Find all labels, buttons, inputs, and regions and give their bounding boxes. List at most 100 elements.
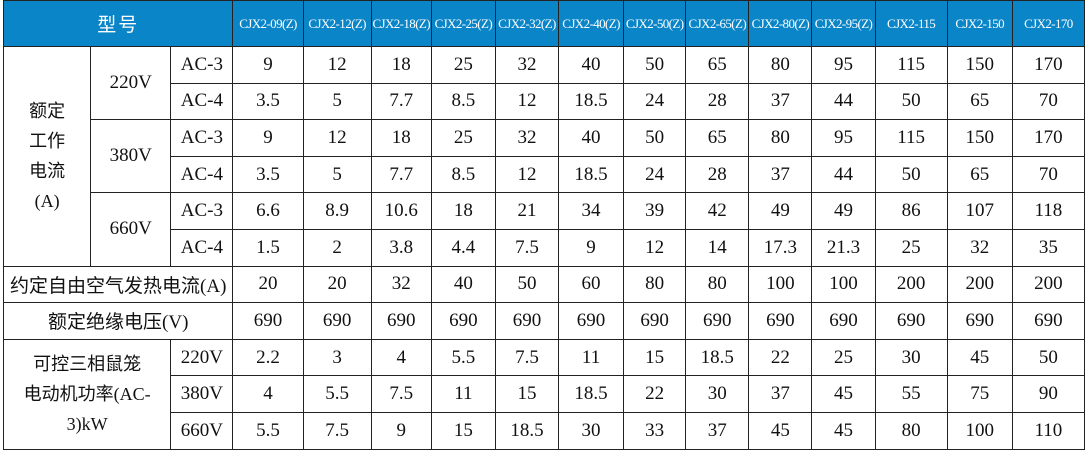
value-cell: 42 <box>685 192 750 230</box>
value-cell: 50 <box>1011 338 1086 377</box>
value-cell: 33 <box>623 411 687 450</box>
value-cell: 95 <box>811 119 876 157</box>
value-cell: 24 <box>623 82 687 121</box>
value-cell: 9 <box>370 411 432 450</box>
value-cell: 690 <box>557 302 625 340</box>
value-cell: 690 <box>685 302 750 340</box>
value-cell: 18 <box>430 192 496 230</box>
value-cell: 7.7 <box>370 155 432 194</box>
value-cell: 690 <box>370 302 432 340</box>
value-cell: 45 <box>811 375 876 413</box>
value-cell: 14 <box>685 228 750 267</box>
model-column-header: CJX2-40(Z) <box>557 0 625 47</box>
voltage-cell: 660V <box>170 411 234 450</box>
model-column-header: CJX2-95(Z) <box>811 0 876 47</box>
value-cell: 80 <box>748 119 813 157</box>
value-cell: 12 <box>623 228 687 267</box>
model-column-header: CJX2-150 <box>946 0 1013 47</box>
category-cell: AC-4 <box>170 155 234 194</box>
value-cell: 25 <box>430 46 496 84</box>
value-cell: 3 <box>302 338 372 377</box>
value-cell: 45 <box>811 411 876 450</box>
value-cell: 86 <box>874 192 948 230</box>
table-row: 可控三相鼠笼 电动机功率(AC-3)kW 220V 2.2 3 4 5.5 7.5 11 15 18… <box>2 338 1086 450</box>
value-cell: 39 <box>623 192 687 230</box>
value-cell: 49 <box>748 192 813 230</box>
value-cell: 5 <box>302 82 372 121</box>
value-cell: 18.5 <box>557 375 625 413</box>
label-line: 电动机功率(AC-3)kW <box>23 384 151 435</box>
table-row: 380V 4 5.5 7.5 11 15 18.5 22 30 37 45 55 75 90 <box>4 375 1086 413</box>
table-row: AC-4 3.5 5 7.7 8.5 12 18.5 24 28 37 44 50 65 70 <box>4 155 1086 194</box>
value-cell: 1.5 <box>232 228 304 267</box>
value-cell: 690 <box>1011 302 1086 340</box>
value-cell: 118 <box>1011 192 1086 230</box>
label-line: 电流 <box>29 161 66 182</box>
label-line: 可控三相鼠笼 <box>33 354 142 375</box>
value-cell: 9 <box>232 46 304 84</box>
table-row: AC-4 1.5 2 3.8 4.4 7.5 9 12 14 17.3 21.3 25 32 35 <box>4 228 1086 267</box>
value-cell: 5.5 <box>232 411 304 450</box>
value-cell: 115 <box>874 46 948 84</box>
value-cell: 8.5 <box>430 82 496 121</box>
value-cell: 690 <box>946 302 1013 340</box>
value-cell: 28 <box>685 155 750 194</box>
value-cell: 44 <box>811 155 876 194</box>
category-cell: AC-4 <box>170 228 234 267</box>
value-cell: 34 <box>557 192 625 230</box>
value-cell: 35 <box>1011 228 1086 267</box>
value-cell: 200 <box>874 265 948 304</box>
value-cell: 4.4 <box>430 228 496 267</box>
value-cell: 25 <box>430 119 496 157</box>
table-row: 约定自由空气发热电流(A) 20 20 32 40 50 60 80 80 100 100 200 20… <box>2 265 1086 304</box>
label-line: 工作 <box>29 131 66 152</box>
voltage-cell: 660V <box>90 192 172 267</box>
value-cell: 65 <box>946 155 1013 194</box>
thermal-current-label: 约定自由空气发热电流(A) <box>2 265 234 304</box>
table-row: AC-4 3.5 5 7.7 8.5 12 18.5 24 28 37 44 50 65 70 <box>4 82 1086 121</box>
value-cell: 50 <box>623 46 687 84</box>
table-row: 660V 5.5 7.5 9 15 18.5 30 33 37 45 45 80 100 110 <box>4 411 1086 450</box>
value-cell: 107 <box>946 192 1013 230</box>
value-cell: 15 <box>623 338 687 377</box>
value-cell: 45 <box>748 411 813 450</box>
value-cell: 80 <box>874 411 948 450</box>
value-cell: 20 <box>232 265 304 304</box>
value-cell: 65 <box>946 82 1013 121</box>
value-cell: 20 <box>302 265 372 304</box>
value-cell: 18.5 <box>494 411 560 450</box>
category-cell: AC-3 <box>170 192 234 230</box>
value-cell: 37 <box>748 155 813 194</box>
value-cell: 22 <box>623 375 687 413</box>
value-cell: 690 <box>811 302 876 340</box>
value-cell: 12 <box>302 46 372 84</box>
model-column-header: CJX2-65(Z) <box>685 0 750 47</box>
value-cell: 65 <box>685 46 750 84</box>
value-cell: 21 <box>494 192 560 230</box>
value-cell: 70 <box>1011 155 1086 194</box>
value-cell: 2.2 <box>232 338 304 377</box>
value-cell: 40 <box>557 46 625 84</box>
value-cell: 15 <box>430 411 496 450</box>
value-cell: 170 <box>1011 119 1086 157</box>
value-cell: 150 <box>946 46 1013 84</box>
label-line: 额定 <box>29 101 66 122</box>
table-row: 额定 工作 电流 (A) 220V AC-3 9 12 18 25 32 40 50 65 80 95 115 1… <box>2 45 1086 267</box>
voltage-cell: 220V <box>170 338 234 377</box>
value-cell: 65 <box>685 119 750 157</box>
value-cell: 100 <box>748 265 813 304</box>
value-cell: 30 <box>874 338 948 377</box>
value-cell: 690 <box>748 302 813 340</box>
value-cell: 7.5 <box>370 375 432 413</box>
value-cell: 3.5 <box>232 82 304 121</box>
value-cell: 28 <box>685 82 750 121</box>
value-cell: 32 <box>494 46 560 84</box>
value-cell: 95 <box>811 46 876 84</box>
value-cell: 40 <box>430 265 496 304</box>
value-cell: 22 <box>748 338 813 377</box>
value-cell: 21.3 <box>811 228 876 267</box>
value-cell: 30 <box>557 411 625 450</box>
value-cell: 15 <box>494 375 560 413</box>
value-cell: 37 <box>748 375 813 413</box>
value-cell: 5.5 <box>302 375 372 413</box>
